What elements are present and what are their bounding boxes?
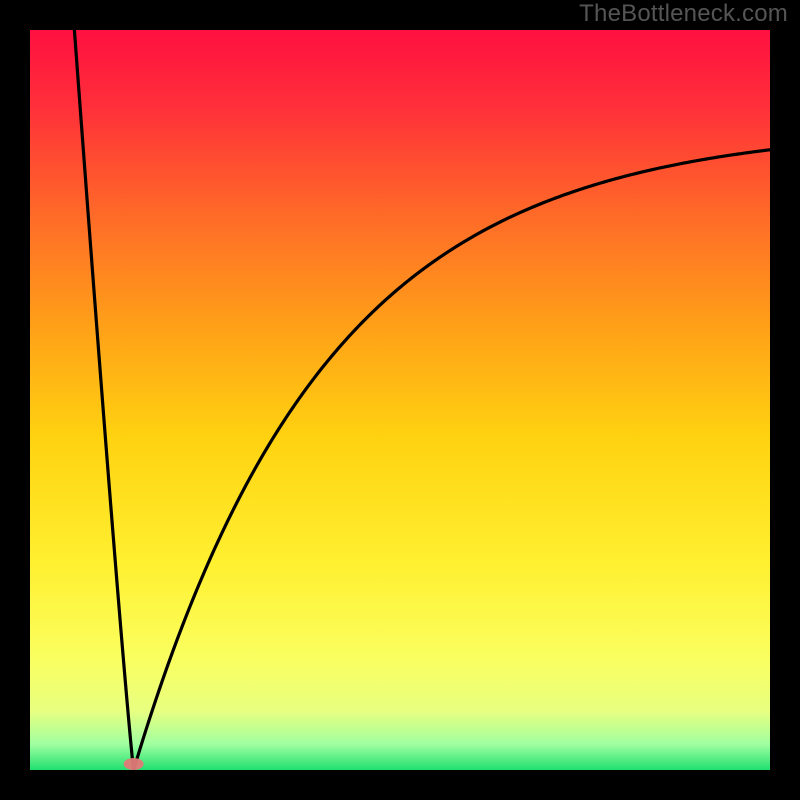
watermark-text: TheBottleneck.com xyxy=(579,0,788,28)
chart-gradient-area xyxy=(30,30,770,770)
bottleneck-chart xyxy=(0,0,800,800)
min-marker xyxy=(124,758,144,770)
